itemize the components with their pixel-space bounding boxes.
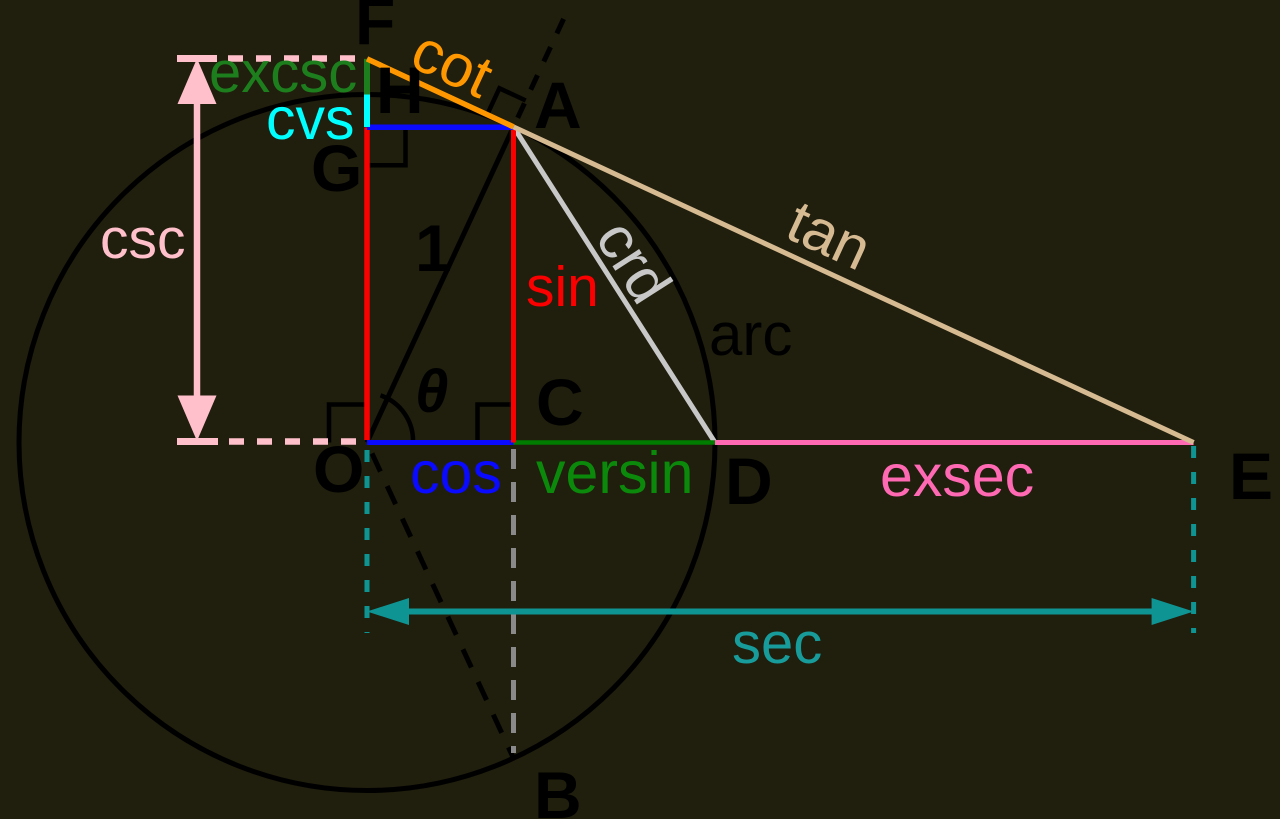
- svg-text:arc: arc: [709, 301, 792, 368]
- svg-text:G: G: [311, 131, 362, 205]
- svg-text:1: 1: [415, 211, 452, 285]
- svg-text:csc: csc: [100, 207, 186, 271]
- svg-text:A: A: [534, 68, 582, 142]
- svg-text:cvs: cvs: [266, 86, 355, 152]
- svg-text:F: F: [355, 0, 395, 58]
- svg-text:versin: versin: [536, 440, 693, 506]
- svg-text:exsec: exsec: [880, 443, 1034, 509]
- svg-text:C: C: [536, 365, 584, 439]
- svg-text:sin: sin: [526, 255, 599, 319]
- svg-text:E: E: [1229, 439, 1273, 513]
- svg-text:B: B: [534, 758, 582, 819]
- svg-text:cos: cos: [410, 440, 502, 506]
- svg-text:D: D: [725, 444, 773, 518]
- svg-text:excsc: excsc: [209, 40, 357, 105]
- svg-text:θ: θ: [415, 358, 448, 425]
- svg-text:O: O: [313, 432, 364, 506]
- svg-text:sec: sec: [732, 611, 822, 676]
- svg-text:H: H: [376, 53, 424, 127]
